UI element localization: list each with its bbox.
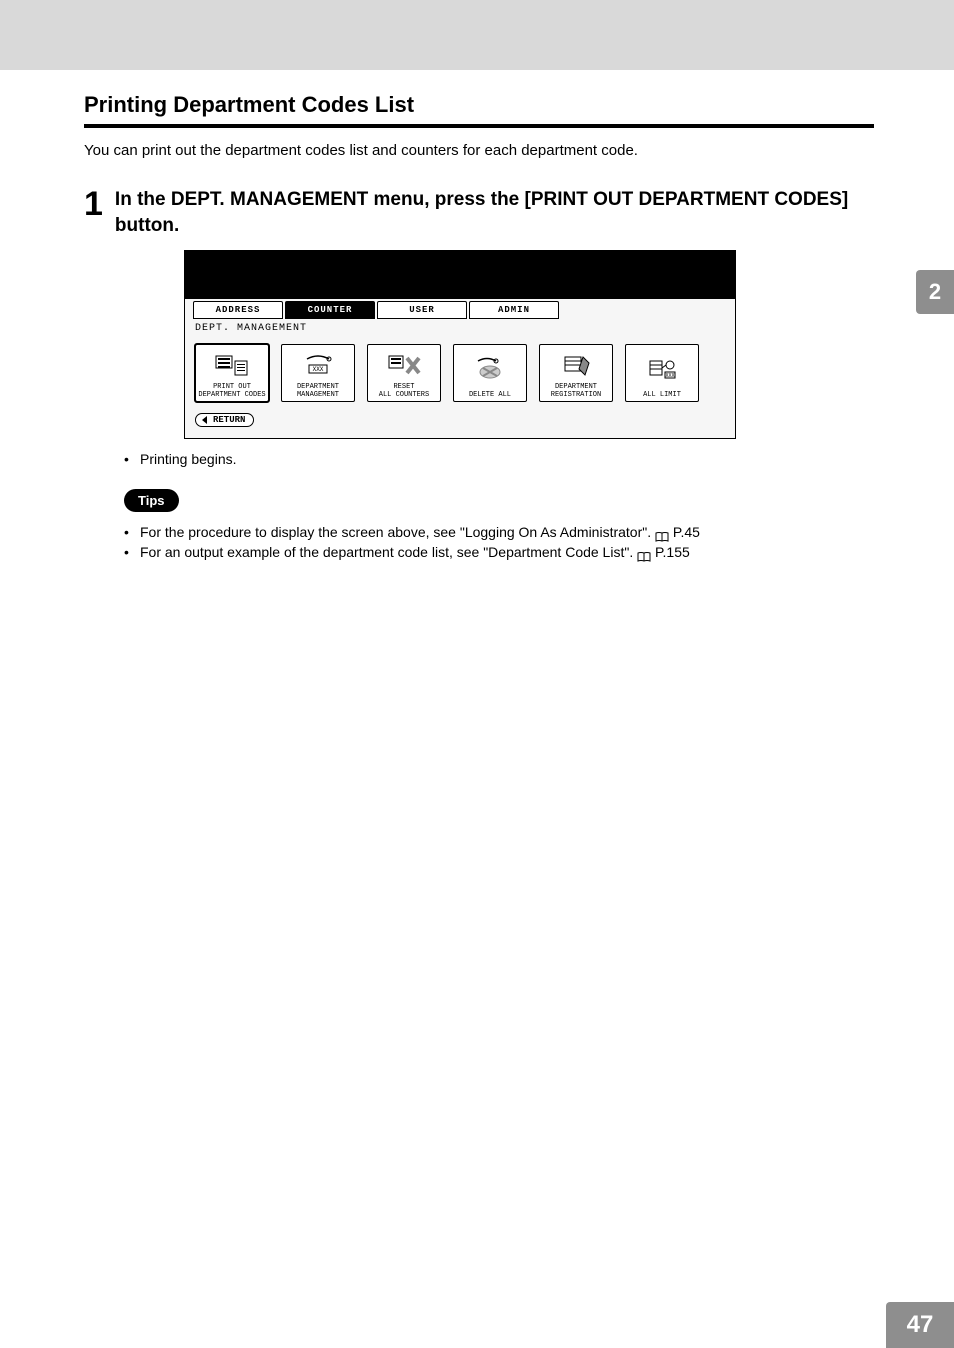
all-limit-icon: XXX bbox=[647, 347, 677, 391]
tip1-page: P.45 bbox=[673, 524, 700, 540]
screenshot-breadcrumb: DEPT. MANAGEMENT bbox=[193, 321, 727, 340]
step-number: 1 bbox=[84, 187, 103, 221]
chapter-side-tab: 2 bbox=[916, 270, 954, 314]
tips-badge: Tips bbox=[124, 489, 179, 512]
dept-mgmt-icon: XXX bbox=[303, 347, 333, 384]
section-heading: Printing Department Codes List bbox=[84, 92, 874, 118]
top-gray-band bbox=[0, 0, 954, 70]
page-number-box: 47 bbox=[886, 1302, 954, 1348]
svg-text:XXX: XXX bbox=[313, 366, 324, 373]
btn-print-out-label: PRINT OUTDEPARTMENT CODES bbox=[198, 384, 265, 399]
btn-dept-mgmt-label: DEPARTMENTMANAGEMENT bbox=[297, 384, 339, 399]
tip2-page: P.155 bbox=[655, 544, 690, 560]
svg-text:XXX: XXX bbox=[665, 373, 674, 379]
printing-begins-bullet: Printing begins. bbox=[124, 449, 874, 469]
btn-delete-all[interactable]: DELETE ALL bbox=[453, 344, 527, 402]
screenshot-tabs: ADDRESS COUNTER USER ADMIN bbox=[193, 301, 727, 319]
tip2-text: For an output example of the department … bbox=[140, 544, 633, 560]
btn-reset-label: RESETALL COUNTERS bbox=[379, 384, 429, 399]
btn-delete-all-label: DELETE ALL bbox=[469, 392, 511, 400]
btn-dept-registration[interactable]: DEPARTMENTREGISTRATION bbox=[539, 344, 613, 402]
tab-admin[interactable]: ADMIN bbox=[469, 301, 559, 319]
return-arrow-icon bbox=[200, 415, 210, 425]
heading-rule bbox=[84, 124, 874, 128]
intro-text: You can print out the department codes l… bbox=[84, 142, 874, 159]
return-label: RETURN bbox=[213, 415, 245, 425]
btn-print-out-dept-codes[interactable]: PRINT OUTDEPARTMENT CODES bbox=[195, 344, 269, 402]
step-instruction: In the DEPT. MANAGEMENT menu, press the … bbox=[115, 187, 874, 238]
tip-row-2: For an output example of the department … bbox=[124, 542, 874, 562]
reset-icon bbox=[387, 347, 421, 384]
tab-user[interactable]: USER bbox=[377, 301, 467, 319]
btn-all-limit[interactable]: XXX ALL LIMIT bbox=[625, 344, 699, 402]
device-screenshot: ADDRESS COUNTER USER ADMIN DEPT. MANAGEM… bbox=[184, 250, 736, 439]
delete-all-icon bbox=[475, 347, 505, 391]
return-button[interactable]: RETURN bbox=[195, 413, 254, 427]
btn-dept-management[interactable]: XXX DEPARTMENTMANAGEMENT bbox=[281, 344, 355, 402]
btn-reset-all-counters[interactable]: RESETALL COUNTERS bbox=[367, 344, 441, 402]
tab-counter[interactable]: COUNTER bbox=[285, 301, 375, 319]
btn-dept-reg-label: DEPARTMENTREGISTRATION bbox=[551, 384, 601, 399]
printout-icon bbox=[215, 347, 249, 384]
btn-all-limit-label: ALL LIMIT bbox=[643, 392, 681, 400]
tip-row-1: For the procedure to display the screen … bbox=[124, 522, 874, 542]
book-icon bbox=[655, 529, 669, 539]
tip1-text: For the procedure to display the screen … bbox=[140, 524, 651, 540]
screenshot-header-bar bbox=[185, 251, 735, 299]
dept-reg-icon bbox=[561, 347, 591, 384]
tab-address[interactable]: ADDRESS bbox=[193, 301, 283, 319]
book-icon bbox=[637, 549, 651, 559]
